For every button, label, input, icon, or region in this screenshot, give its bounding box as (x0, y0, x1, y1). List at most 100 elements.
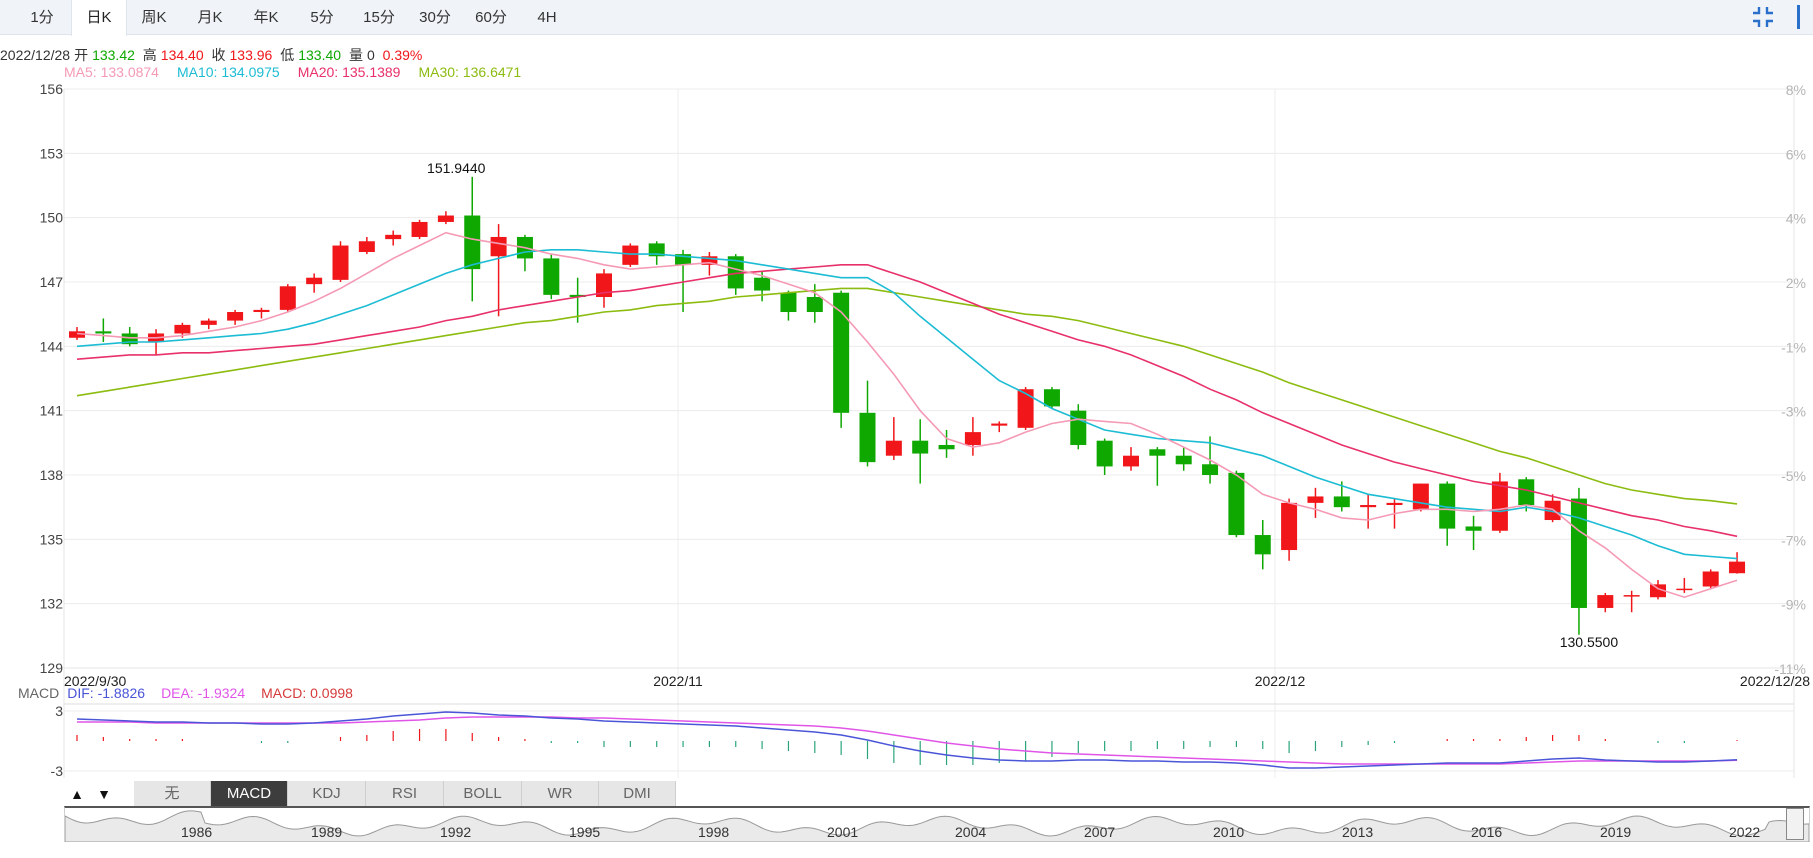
indicator-macd[interactable]: MACD (211, 781, 288, 807)
tab-5min[interactable]: 5分 (310, 9, 334, 26)
candle-body (121, 333, 138, 345)
nav-year-2001: 2001 (827, 824, 859, 840)
candle-body (1096, 440, 1113, 467)
candle-body (806, 297, 823, 313)
info-low: 133.40 (298, 47, 342, 63)
pct-tick-label: -9% (1781, 597, 1806, 613)
info-vol: 0 (366, 47, 375, 63)
candle-body (964, 432, 981, 445)
candle-body (701, 256, 718, 265)
tab-60min[interactable]: 60分 (475, 9, 507, 26)
candle-body (938, 444, 955, 450)
nav-year-1992: 1992 (440, 824, 472, 840)
nav-year-2010: 2010 (1213, 824, 1245, 840)
candle-body (1360, 505, 1377, 508)
candle-body (385, 234, 402, 240)
indicator-dmi[interactable]: DMI (599, 781, 676, 807)
candlestick-chart[interactable]: 156 8% 153 6% 150 4% 147 2% 144 -1% 141 -3% 138 -5% 13… (0, 0, 1813, 780)
candles (69, 176, 1746, 635)
navigator-handle[interactable] (1786, 808, 1804, 840)
candle-body (543, 258, 560, 295)
legend-ma5: MA5: 133.0874 (64, 64, 159, 80)
tab-daily[interactable]: 日K (71, 0, 127, 36)
indicator-rsi[interactable]: RSI (366, 781, 444, 807)
candle-body (464, 215, 481, 270)
candle-body (1070, 410, 1087, 445)
y-tick-label: 141 (40, 403, 64, 419)
candle-body (332, 245, 349, 280)
candle-body (358, 241, 375, 252)
up-arrow-button[interactable]: ▲ (64, 781, 90, 807)
nav-year-2019: 2019 (1600, 824, 1632, 840)
candle-body (1439, 483, 1456, 529)
indicator-boll[interactable]: BOLL (444, 781, 522, 807)
indicator-none[interactable]: 无 (134, 781, 211, 807)
y-tick-label: 150 (40, 210, 64, 226)
ohlc-info: 2022/12/28 开 133.42 高 134.40 收 133.96 低 133.4… (0, 45, 426, 65)
info-vol-label: 量 (348, 47, 363, 63)
pct-tick-label: -1% (1781, 339, 1806, 355)
candle-body (1307, 496, 1324, 503)
indicator-kdj[interactable]: KDJ (288, 781, 366, 807)
info-change: 0.39% (382, 47, 423, 63)
y-tick-label: 153 (40, 145, 64, 161)
candle-body (1412, 483, 1429, 510)
candle-body (69, 331, 85, 338)
candle-body (174, 324, 191, 334)
macd-tick-label: 3 (55, 703, 63, 719)
x-tick-label: 2022/9/30 (64, 673, 126, 689)
indicator-wr[interactable]: WR (522, 781, 599, 807)
nav-year-1998: 1998 (698, 824, 730, 840)
candle-body (885, 440, 902, 456)
candle-body (991, 423, 1008, 426)
candle-body (1043, 389, 1060, 407)
high-annotation: 151.9440 (427, 160, 486, 176)
legend-dif: DIF: -1.8826 (67, 685, 146, 701)
tab-weekly[interactable]: 周K (141, 9, 167, 26)
down-arrow-button[interactable]: ▼ (91, 781, 117, 807)
tab-1min[interactable]: 1分 (30, 9, 54, 26)
macd-lines (76, 711, 1738, 769)
legend-macd: MACD: 0.0998 (261, 685, 353, 701)
candle-body (1281, 502, 1298, 551)
range-navigator[interactable] (64, 806, 1810, 842)
legend-dea: DEA: -1.9324 (161, 685, 246, 701)
candle-body (1386, 502, 1403, 506)
pct-tick-label: -3% (1781, 404, 1806, 420)
ma10-line (76, 249, 1738, 560)
candle-body (780, 292, 797, 313)
nav-year-2004: 2004 (955, 824, 987, 840)
tab-15min[interactable]: 15分 (363, 9, 395, 26)
tab-monthly[interactable]: 月K (197, 9, 223, 26)
candle-body (411, 221, 428, 237)
period-toolbar: 1分 日K 周K 月K 年K 5分 15分 30分 60分 4H (0, 0, 1813, 36)
candle-body (596, 273, 612, 298)
candle-body (859, 412, 876, 463)
candle-body (1650, 584, 1666, 598)
dif-line (76, 711, 1738, 769)
candle-body (253, 309, 270, 313)
candle-body (727, 256, 744, 289)
candle-body (833, 292, 850, 413)
ma5-line (76, 231, 1738, 599)
tab-4h[interactable]: 4H (537, 9, 557, 26)
candle-body (95, 331, 112, 334)
candle-body (1544, 500, 1561, 521)
y-tick-label: 135 (40, 531, 64, 547)
candle-body (1597, 595, 1614, 608)
collapse-icon[interactable] (1750, 4, 1776, 30)
ma30-line (76, 287, 1738, 505)
tab-30min[interactable]: 30分 (419, 9, 451, 26)
candle-body (1702, 571, 1719, 587)
candle-body (912, 440, 929, 454)
candle-body (200, 320, 217, 325)
pct-tick-label: 4% (1786, 211, 1806, 227)
candle-body (1333, 496, 1350, 508)
x-tick-label: 2022/11 (653, 673, 703, 689)
pct-tick-label: 2% (1786, 275, 1806, 291)
x-tick-label: 2022/12/28 (1740, 673, 1810, 689)
pct-tick-label: -7% (1781, 532, 1806, 548)
y-tick-label: 144 (40, 338, 64, 354)
ma20-line (76, 263, 1738, 538)
tab-yearly[interactable]: 年K (253, 9, 279, 26)
